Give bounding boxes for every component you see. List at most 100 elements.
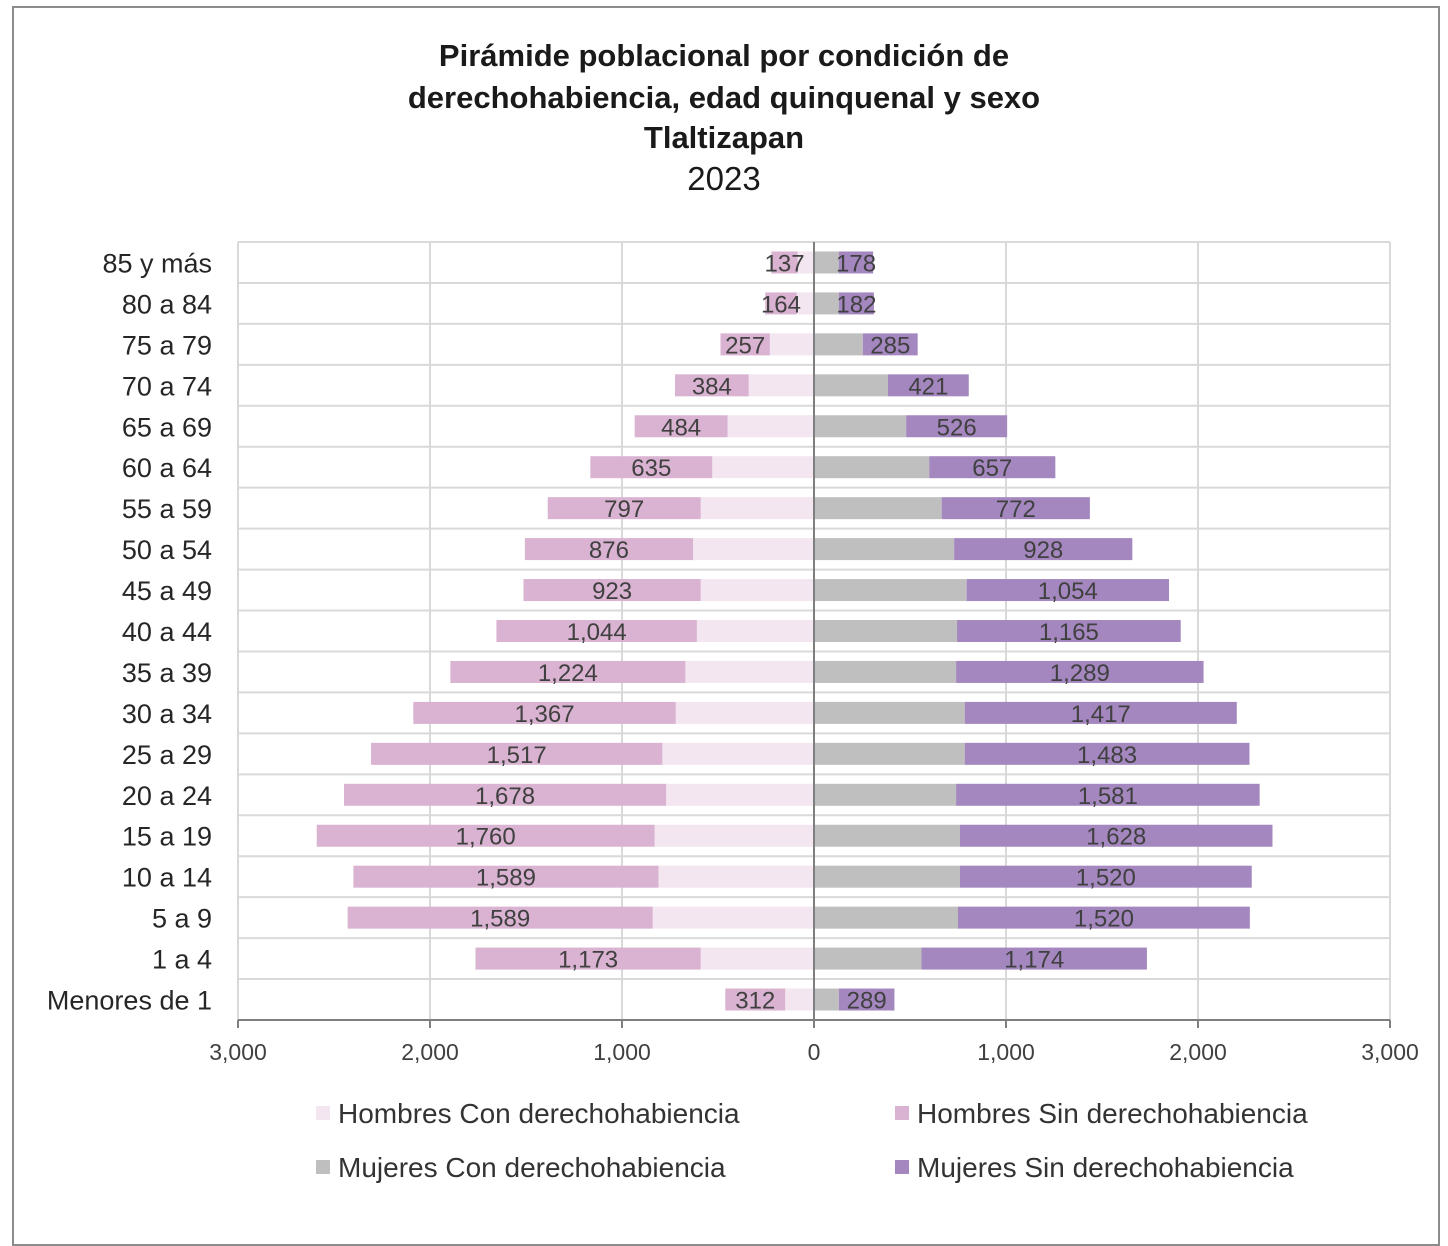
category-label: 1 a 4 — [152, 945, 212, 975]
bar-hombres-con — [769, 333, 814, 356]
bar-mujeres-sin — [838, 292, 874, 315]
data-label-hombres-sin: 384 — [692, 373, 732, 400]
bar-hombres-sin — [725, 988, 786, 1011]
category-label: 20 a 24 — [122, 781, 212, 811]
x-tick-label: 3,000 — [209, 1039, 267, 1065]
data-label-hombres-sin: 1,589 — [470, 906, 530, 933]
bar-mujeres-sin — [921, 947, 1147, 970]
bar-mujeres-con — [814, 824, 960, 847]
bar-hombres-con — [654, 824, 814, 847]
legend-swatch — [895, 1159, 909, 1174]
bar-hombres-sin — [450, 660, 686, 683]
bar-hombres-con — [652, 906, 814, 929]
bar-hombres-con — [797, 251, 814, 274]
bar-hombres-sin — [720, 333, 770, 356]
category-label: 5 a 9 — [152, 904, 212, 934]
category-label: 65 a 69 — [122, 412, 212, 442]
bar-hombres-sin — [524, 538, 694, 561]
x-tick-label: 2,000 — [1169, 1039, 1227, 1065]
data-label-hombres-sin: 1,044 — [567, 619, 627, 646]
category-label: 25 a 29 — [122, 740, 212, 770]
data-label-hombres-sin: 484 — [661, 414, 701, 441]
bar-mujeres-con — [814, 456, 930, 479]
legend-item-hombres-con: Hombres Con derechohabiencia — [316, 1098, 740, 1130]
bar-mujeres-sin — [956, 783, 1260, 806]
x-tick-label: 3,000 — [1361, 1039, 1419, 1065]
x-tick-label: 1,000 — [977, 1039, 1035, 1065]
bar-mujeres-sin — [958, 906, 1250, 929]
bar-hombres-con — [685, 660, 814, 683]
bar-mujeres-sin — [929, 456, 1056, 479]
legend-label: Hombres Con derechohabiencia — [338, 1098, 740, 1129]
data-label-mujeres-sin: 289 — [847, 988, 887, 1015]
bar-hombres-sin — [590, 456, 713, 479]
category-label: 50 a 54 — [122, 535, 212, 565]
data-label-hombres-sin: 1,367 — [514, 701, 574, 728]
data-label-mujeres-sin: 1,483 — [1077, 742, 1137, 769]
category-label: 85 y más — [102, 248, 212, 278]
chart-title-line-2: derechohabiencia, edad quinquenal y sexo — [407, 80, 1041, 115]
bar-hombres-con — [700, 947, 814, 970]
bar-hombres-con — [785, 988, 814, 1011]
bar-hombres-con — [696, 620, 814, 642]
bar-hombres-sin — [343, 783, 667, 806]
bar-hombres-sin — [353, 865, 659, 888]
bar-mujeres-con — [814, 333, 863, 356]
bar-mujeres-sin — [906, 415, 1008, 438]
x-tick-label: 0 — [808, 1039, 821, 1065]
bar-mujeres-sin — [964, 742, 1250, 765]
legend-swatch — [895, 1105, 909, 1120]
legend-swatch — [316, 1159, 330, 1174]
category-label: 35 a 39 — [122, 658, 212, 688]
data-label-hombres-sin: 1,173 — [558, 947, 618, 974]
data-label-hombres-sin: 137 — [765, 250, 805, 277]
bar-hombres-sin — [547, 497, 701, 520]
data-label-mujeres-sin: 1,174 — [1004, 947, 1064, 974]
bar-mujeres-con — [814, 497, 942, 520]
data-label-mujeres-sin: 1,520 — [1074, 906, 1134, 933]
chart-title-line-4: 2023 — [687, 160, 761, 197]
bar-hombres-con — [727, 415, 814, 438]
bar-mujeres-con — [814, 742, 965, 765]
x-tick-label: 1,000 — [593, 1039, 651, 1065]
data-label-mujeres-sin: 1,628 — [1086, 824, 1146, 851]
bar-hombres-con — [675, 701, 814, 724]
bar-mujeres-sin — [959, 824, 1273, 847]
legend-label: Hombres Sin derechohabiencia — [917, 1098, 1308, 1129]
bar-hombres-con — [748, 374, 814, 397]
bar-hombres-sin — [413, 701, 676, 724]
bar-hombres-sin — [765, 292, 797, 315]
bar-hombres-con — [693, 538, 814, 561]
category-label: 70 a 74 — [122, 371, 212, 401]
bar-hombres-con — [662, 742, 814, 765]
data-label-hombres-sin: 1,589 — [476, 865, 536, 892]
data-label-mujeres-sin: 1,520 — [1076, 865, 1136, 892]
data-label-hombres-sin: 312 — [735, 988, 775, 1015]
bar-mujeres-sin — [838, 988, 895, 1011]
legend-item-mujeres-con: Mujeres Con derechohabiencia — [316, 1152, 726, 1184]
bar-mujeres-con — [814, 251, 839, 274]
data-label-hombres-sin: 923 — [592, 578, 632, 605]
category-label: 15 a 19 — [122, 822, 212, 852]
data-label-mujeres-sin: 928 — [1023, 537, 1063, 564]
data-label-hombres-sin: 635 — [631, 455, 671, 482]
data-label-mujeres-sin: 1,165 — [1039, 619, 1099, 646]
bar-hombres-sin — [634, 415, 728, 438]
bar-hombres-sin — [316, 824, 655, 847]
data-label-mujeres-sin: 421 — [908, 373, 948, 400]
data-label-hombres-sin: 1,517 — [487, 742, 547, 769]
x-tick-label: 2,000 — [401, 1039, 459, 1065]
bar-mujeres-sin — [838, 251, 874, 274]
category-label: 60 a 64 — [122, 453, 212, 483]
category-label: 45 a 49 — [122, 576, 212, 606]
category-label: Menores de 1 — [47, 986, 212, 1016]
bar-hombres-sin — [496, 620, 697, 642]
legend-label: Mujeres Con derechohabiencia — [338, 1152, 726, 1183]
data-label-mujeres-sin: 1,054 — [1038, 578, 1098, 605]
bar-mujeres-con — [814, 538, 955, 561]
category-label: 75 a 79 — [122, 330, 212, 360]
data-label-mujeres-sin: 178 — [836, 250, 876, 277]
data-label-mujeres-sin: 182 — [836, 291, 876, 318]
bar-hombres-sin — [371, 742, 663, 765]
bar-mujeres-con — [814, 579, 967, 602]
